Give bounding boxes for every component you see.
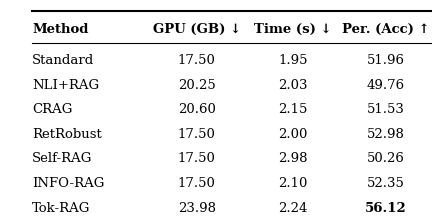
Text: 2.98: 2.98 (278, 152, 308, 165)
Text: INFO-RAG: INFO-RAG (32, 177, 105, 190)
Text: GPU (GB) ↓: GPU (GB) ↓ (152, 23, 241, 36)
Text: 17.50: 17.50 (178, 54, 216, 67)
Text: 20.25: 20.25 (178, 79, 216, 92)
Text: NLI+RAG: NLI+RAG (32, 79, 99, 92)
Text: 2.00: 2.00 (279, 128, 308, 141)
Text: Tok-RAG: Tok-RAG (32, 202, 90, 215)
Text: 51.96: 51.96 (366, 54, 404, 67)
Text: 49.76: 49.76 (366, 79, 405, 92)
Text: 52.35: 52.35 (367, 177, 404, 190)
Text: 17.50: 17.50 (178, 128, 216, 141)
Text: Method: Method (32, 23, 89, 36)
Text: 2.10: 2.10 (279, 177, 308, 190)
Text: 20.60: 20.60 (178, 103, 216, 116)
Text: 52.98: 52.98 (367, 128, 404, 141)
Text: 2.03: 2.03 (278, 79, 308, 92)
Text: 2.15: 2.15 (279, 103, 308, 116)
Text: 17.50: 17.50 (178, 177, 216, 190)
Text: Standard: Standard (32, 54, 94, 67)
Text: Per. (Acc) ↑: Per. (Acc) ↑ (342, 23, 429, 36)
Text: RetRobust: RetRobust (32, 128, 102, 141)
Text: 2.24: 2.24 (279, 202, 308, 215)
Text: 17.50: 17.50 (178, 152, 216, 165)
Text: 50.26: 50.26 (367, 152, 404, 165)
Text: 23.98: 23.98 (178, 202, 216, 215)
Text: 1.95: 1.95 (278, 54, 308, 67)
Text: CRAG: CRAG (32, 103, 73, 116)
Text: Self-RAG: Self-RAG (32, 152, 92, 165)
Text: Time (s) ↓: Time (s) ↓ (254, 23, 332, 36)
Text: 51.53: 51.53 (367, 103, 404, 116)
Text: 56.12: 56.12 (365, 202, 407, 215)
